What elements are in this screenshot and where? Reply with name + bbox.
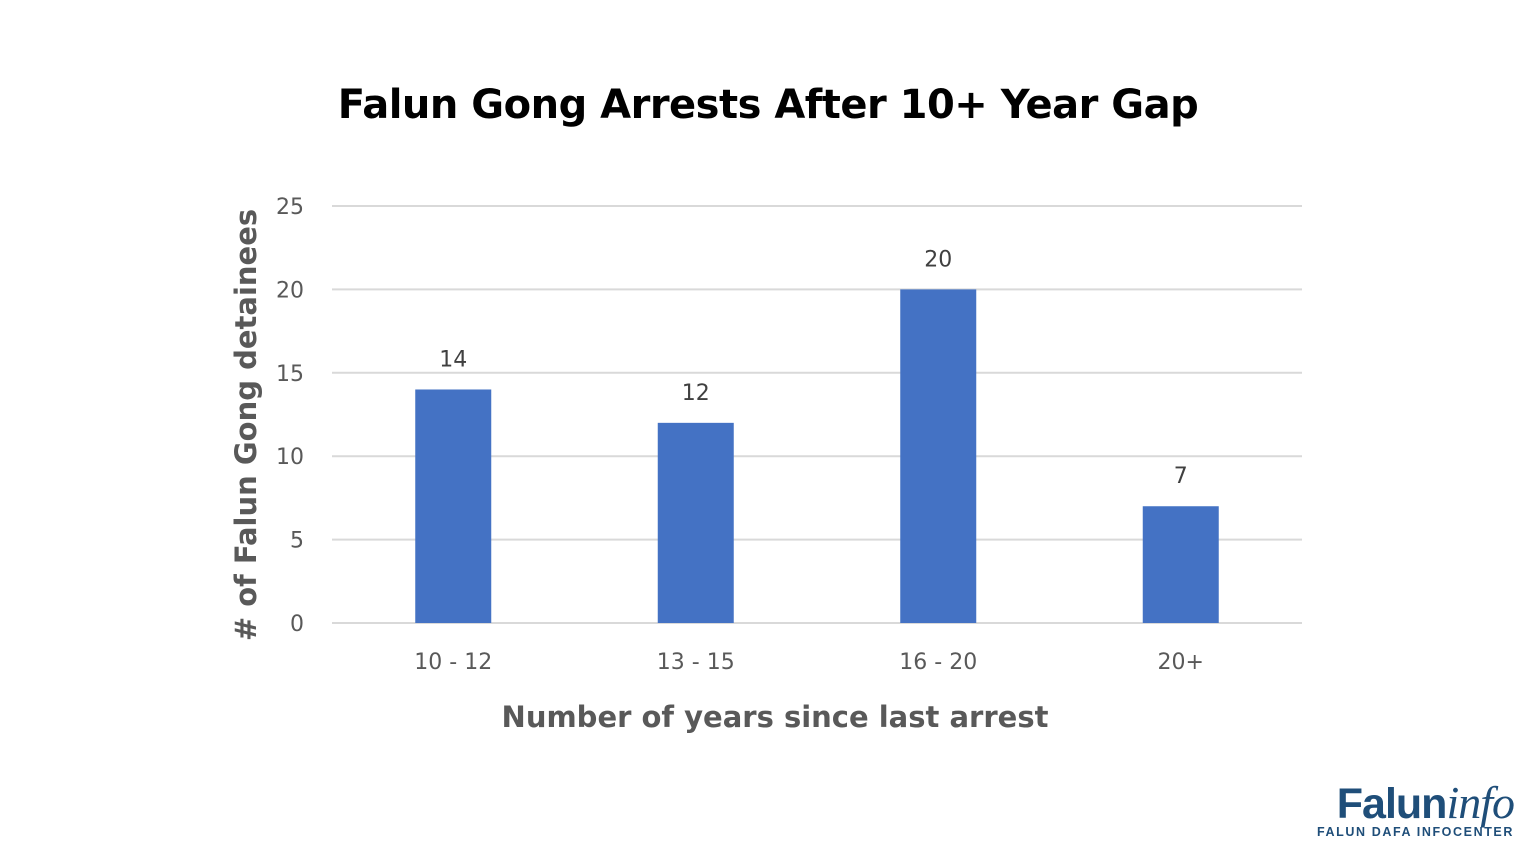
chart-title: Falun Gong Arrests After 10+ Year Gap <box>337 82 1199 128</box>
y-tick-label: 5 <box>290 529 304 554</box>
x-tick-label-2: 13 - 15 <box>657 650 735 675</box>
bars <box>415 289 1219 623</box>
faluninfo-logo: Faluninfo FALUN DAFA INFOCENTER <box>1316 777 1515 840</box>
data-label-1: 14 <box>439 347 467 372</box>
logo-subtitle: FALUN DAFA INFOCENTER <box>1316 825 1514 839</box>
logo-italic-text: info <box>1446 777 1515 828</box>
x-axis-ticks: 10 - 12 13 - 15 16 - 20 20+ <box>414 650 1204 675</box>
gridlines <box>332 205 1302 624</box>
bar-1 <box>415 389 492 623</box>
x-tick-label-1: 10 - 12 <box>414 650 492 675</box>
y-axis-ticks: 0 5 10 15 20 25 <box>276 195 304 637</box>
data-label-3: 20 <box>924 247 952 272</box>
logo-wordmark: Faluninfo <box>1317 777 1515 828</box>
x-axis-title: Number of years since last arrest <box>502 700 1049 734</box>
data-label-4: 7 <box>1174 464 1188 489</box>
data-labels: 14 12 20 7 <box>439 247 1188 489</box>
bar-2 <box>657 422 734 623</box>
y-tick-label: 0 <box>290 612 304 637</box>
y-tick-label: 25 <box>276 195 304 220</box>
y-tick-label: 20 <box>276 278 304 303</box>
x-tick-label-3: 16 - 20 <box>899 650 977 675</box>
bar-4 <box>1142 506 1219 623</box>
y-tick-label: 10 <box>276 445 304 470</box>
y-tick-label: 15 <box>276 362 304 387</box>
y-axis-title: # of Falun Gong detainees <box>229 209 263 641</box>
x-tick-label-4: 20+ <box>1158 650 1204 675</box>
bar-3 <box>900 289 977 623</box>
data-label-2: 12 <box>682 381 710 406</box>
logo-bold-text: Falun <box>1336 780 1448 828</box>
